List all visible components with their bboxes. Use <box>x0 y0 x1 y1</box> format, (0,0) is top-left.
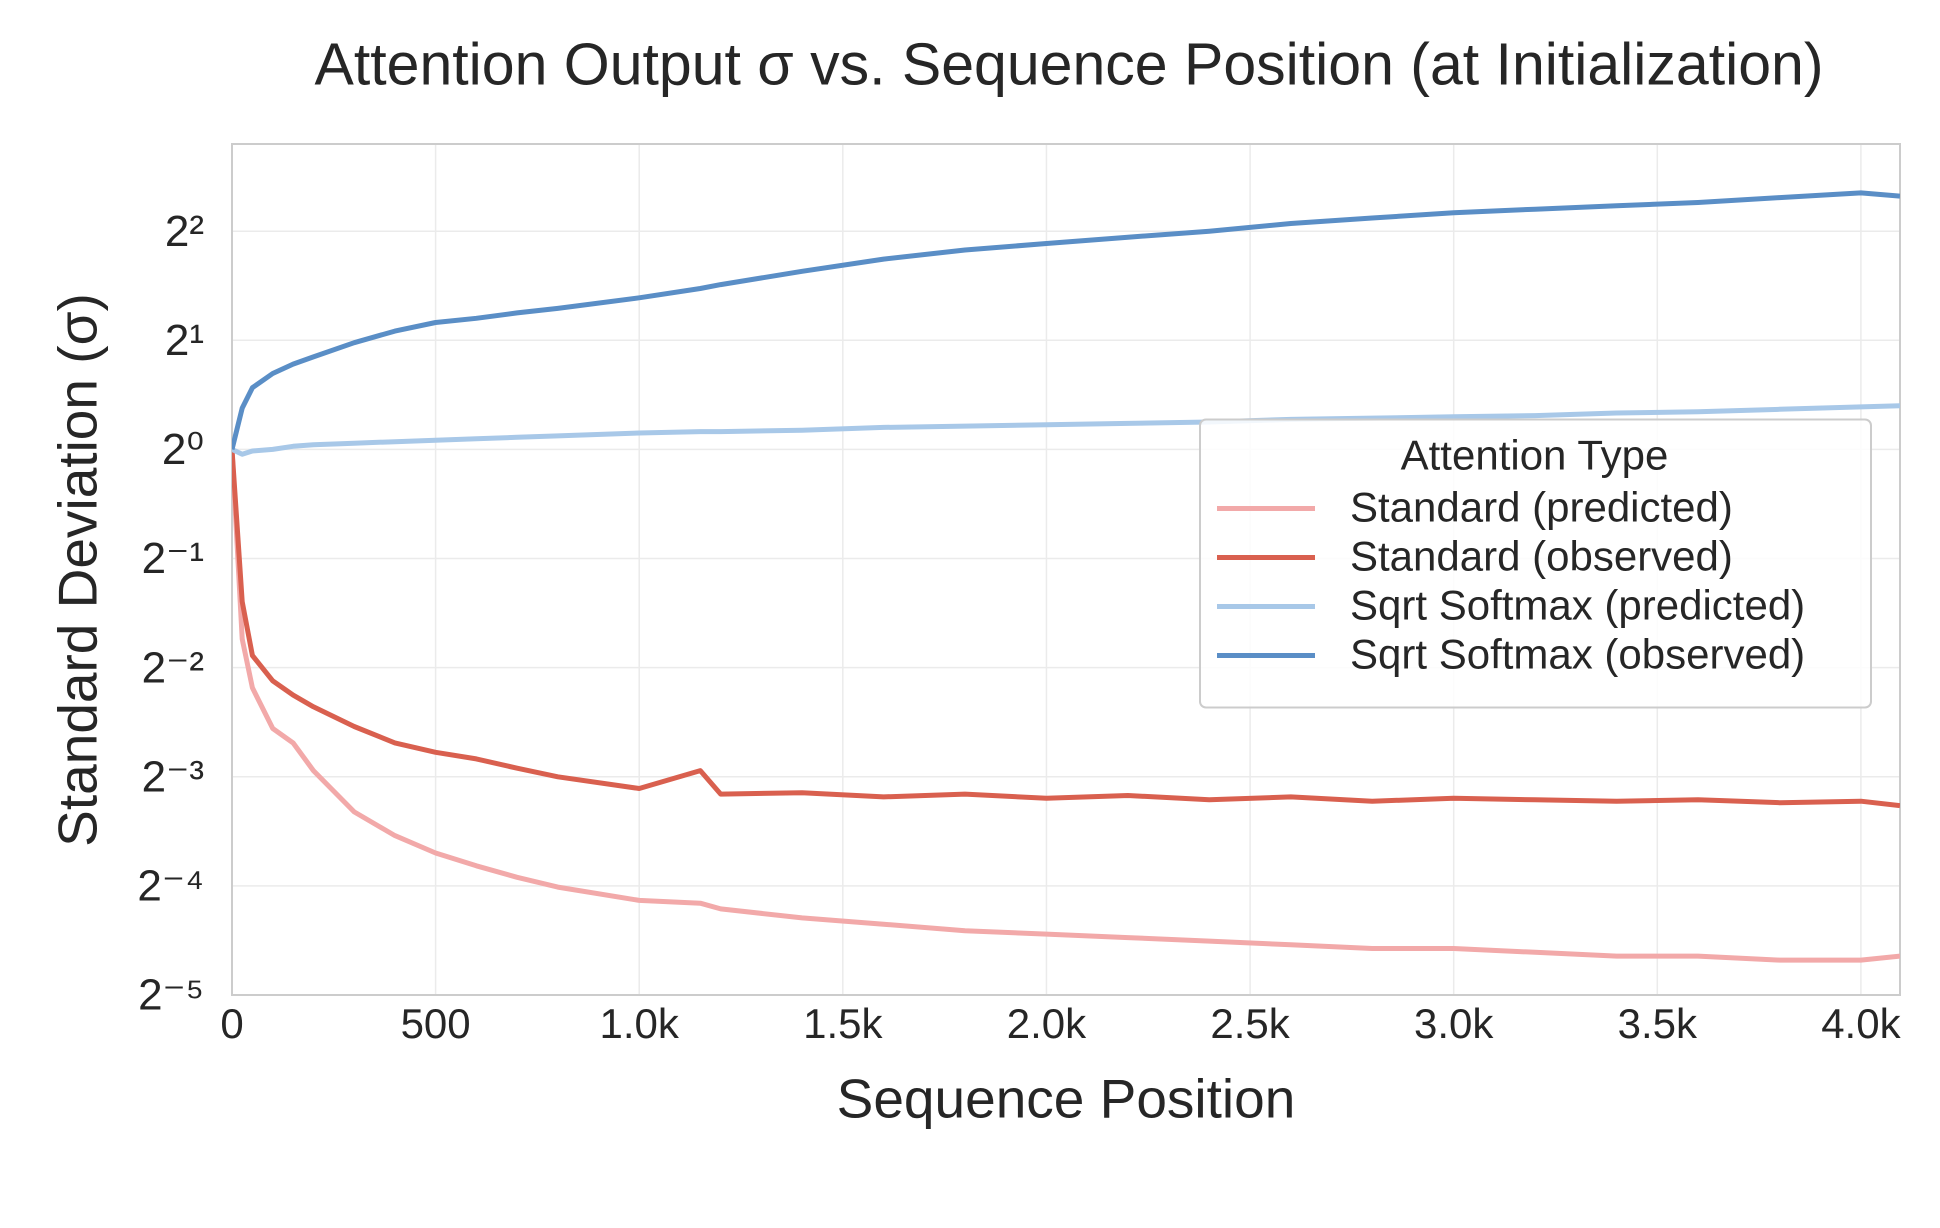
y-tick-label: 2⁰ <box>162 425 204 474</box>
y-tick-label: 2⁻³ <box>142 752 204 801</box>
x-tick-label: 2.0k <box>1007 1000 1087 1047</box>
series-line <box>232 449 1900 963</box>
plot-frame <box>231 143 1901 996</box>
x-tick-label: 4.0k <box>1821 1000 1901 1047</box>
x-axis-label: Sequence Position <box>837 1068 1296 1130</box>
x-tick-label: 3.0k <box>1414 1000 1494 1047</box>
y-tick-label: 2⁻⁴ <box>137 862 204 911</box>
y-tick-label: 2⁻¹ <box>142 534 204 583</box>
series-line <box>232 190 1900 450</box>
y-tick-label: 2² <box>165 207 204 256</box>
x-tick-label: 1.5k <box>803 1000 883 1047</box>
y-tick-label: 2⁻² <box>142 643 204 692</box>
y-tick-label: 2¹ <box>165 316 204 365</box>
y-axis-label: Standard Deviation (σ) <box>47 293 109 847</box>
x-tick-label: 1.0k <box>600 1000 680 1047</box>
legend-label: Sqrt Softmax (predicted) <box>1350 582 1805 629</box>
chart-title: Attention Output σ vs. Sequence Position… <box>315 32 1824 98</box>
legend-box <box>1199 418 1872 709</box>
legend-title: Attention Type <box>1401 432 1669 479</box>
x-tick-label: 2.5k <box>1210 1000 1290 1047</box>
legend-label: Standard (observed) <box>1350 533 1733 580</box>
x-tick-label: 500 <box>401 1000 471 1047</box>
series-line <box>232 449 1900 809</box>
series-line <box>232 403 1900 457</box>
x-tick-label: 0 <box>220 1000 243 1047</box>
x-tick-label: 3.5k <box>1618 1000 1698 1047</box>
y-tick-label: 2⁻⁵ <box>138 971 204 1020</box>
legend-label: Sqrt Softmax (observed) <box>1350 631 1805 678</box>
legend-label: Standard (predicted) <box>1350 484 1733 531</box>
